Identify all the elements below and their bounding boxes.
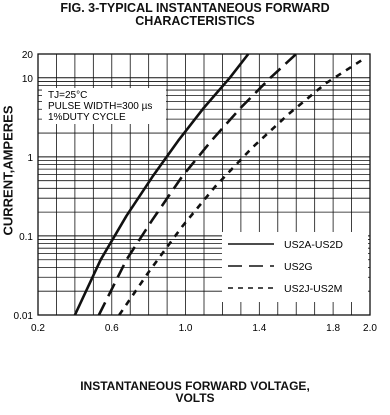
x-axis-label-line-1: INSTANTANEOUS FORWARD VOLTAGE, bbox=[80, 379, 310, 393]
legend: US2A-US2D US2G US2J-US2M bbox=[222, 232, 368, 302]
x-tick-label: 0.2 bbox=[31, 323, 45, 334]
y-tick-labels: 0.01 0.1 1 10 20 bbox=[14, 50, 34, 322]
chart-title-line-1: FIG. 3-TYPICAL INSTANTANEOUS FORWARD bbox=[60, 1, 330, 15]
series-line-3 bbox=[118, 58, 364, 316]
series-lines bbox=[73, 53, 364, 316]
x-axis-label-line-2: VOLTS bbox=[175, 391, 215, 405]
annotation-line: 1%DUTY CYCLE bbox=[48, 112, 126, 123]
legend-entry: US2G bbox=[284, 261, 313, 273]
legend-entry: US2J-US2M bbox=[284, 283, 342, 295]
annotation-line: PULSE WIDTH=300 µs bbox=[48, 101, 152, 112]
x-tick-label: 1.8 bbox=[326, 323, 340, 334]
x-tick-label: 1.0 bbox=[179, 323, 193, 334]
annotation-line: TJ=25°C bbox=[48, 90, 87, 101]
x-tick-label: 2.0 bbox=[363, 323, 377, 334]
chart-title-line-2: CHARACTERISTICS bbox=[135, 14, 255, 28]
x-axis-label: INSTANTANEOUS FORWARD VOLTAGE, VOLTS bbox=[0, 380, 390, 404]
x-tick-labels: 0.2 0.6 1.0 1.4 1.8 2.0 bbox=[31, 323, 377, 334]
y-tick-label: 20 bbox=[22, 50, 34, 61]
y-tick-label: 0.01 bbox=[14, 311, 34, 322]
series-line-1 bbox=[73, 53, 250, 316]
annotation-background bbox=[42, 88, 166, 124]
plot-frame bbox=[37, 53, 371, 316]
x-tick-label: 0.6 bbox=[105, 323, 119, 334]
y-tick-label: 0.1 bbox=[19, 232, 33, 243]
y-tick-label: 10 bbox=[22, 74, 34, 85]
y-tick-label: 1 bbox=[27, 153, 33, 164]
series-line-2 bbox=[97, 53, 298, 316]
chart-title: FIG. 3-TYPICAL INSTANTANEOUS FORWARD CHA… bbox=[0, 2, 390, 28]
x-tick-label: 1.4 bbox=[252, 323, 266, 334]
legend-entry: US2A-US2D bbox=[284, 239, 343, 251]
